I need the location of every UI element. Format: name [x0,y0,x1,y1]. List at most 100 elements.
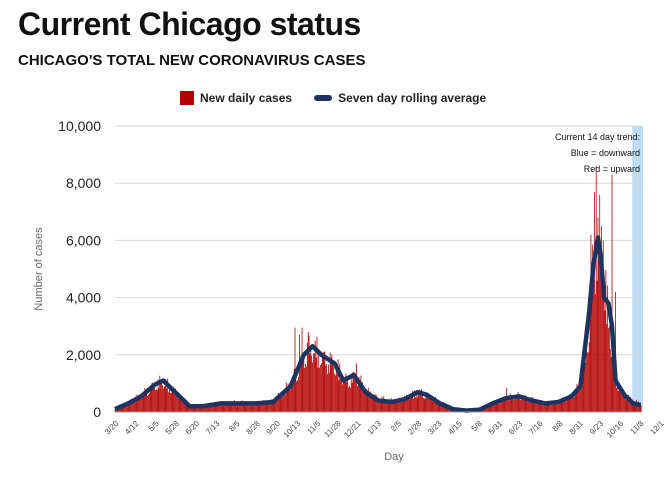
bar-daily-cases [197,405,198,412]
bar-daily-cases [367,391,369,412]
bar-daily-cases [155,389,157,412]
x-tick-label: 12/21 [342,419,363,440]
bar-daily-cases [147,395,148,412]
bar-daily-cases [162,388,164,412]
bar-daily-cases [157,379,159,412]
bar-daily-cases [245,404,247,412]
bar-daily-cases [169,392,171,412]
bar-daily-cases [118,408,119,412]
bar-daily-cases [299,334,300,412]
bar-daily-cases [133,402,134,412]
x-tick-label: 8/31 [568,419,586,437]
bar-daily-cases [317,367,319,412]
bar-daily-cases [183,399,184,412]
bar-daily-cases [247,402,248,412]
bar-daily-cases [520,400,522,412]
x-tick-label: 2/5 [389,419,404,434]
bar-daily-cases [328,372,330,412]
x-tick-label: 4/15 [446,419,464,437]
bar-daily-cases [417,394,419,412]
bar-daily-cases [392,400,394,412]
bar-daily-cases [443,405,445,412]
bar-daily-cases [398,398,400,412]
bar-daily-cases [433,397,435,412]
bar-daily-cases [158,387,160,412]
bar-daily-cases [371,398,372,412]
bar-daily-cases [606,324,608,412]
bar-daily-cases [558,404,559,412]
bar-daily-cases [596,280,598,412]
bar-daily-cases [437,403,439,412]
bar-daily-cases [384,400,385,412]
bar-daily-cases [133,402,135,412]
bar-daily-cases [241,400,243,412]
bar-daily-cases [335,367,337,412]
bar-daily-cases [326,364,328,412]
bar-daily-cases [500,401,502,412]
bar-daily-cases [422,397,424,412]
bar-daily-cases [350,378,352,412]
bar-daily-cases [484,408,486,412]
bar-daily-cases [546,402,548,412]
bar-daily-cases [230,404,232,412]
bar-daily-cases [396,398,398,412]
bar-daily-cases [210,406,212,412]
bar-daily-cases [114,409,116,412]
bar-daily-cases [602,240,604,412]
legend-label-daily-cases: New daily cases [200,91,293,105]
bar-daily-cases [148,393,150,412]
bar-daily-cases [131,401,133,412]
bar-daily-cases [289,389,291,412]
bar-daily-cases [242,405,244,412]
bar-daily-cases [485,407,486,412]
bar-daily-cases [580,385,582,412]
bar-daily-cases [573,397,575,412]
x-tick-label: 5/8 [470,419,485,434]
bar-daily-cases [287,383,289,412]
bar-daily-cases [578,384,580,412]
bar-daily-cases [134,398,136,412]
bar-daily-cases [324,351,326,412]
bar-daily-cases [141,396,143,412]
bar-daily-cases [138,394,140,412]
bar-daily-cases [544,404,546,412]
bar-daily-cases [347,377,349,412]
bar-daily-cases [416,397,418,412]
bar-daily-cases [325,365,327,412]
bar-daily-cases [363,390,364,412]
bar-daily-cases [591,287,593,412]
bar-daily-cases [534,400,536,412]
bar-daily-cases [262,403,263,412]
bar-daily-cases [581,379,583,412]
bar-daily-cases [298,376,299,412]
bar-daily-cases [550,404,551,412]
x-tick-label: 9/23 [588,419,606,437]
bar-daily-cases [621,388,623,412]
bar-daily-cases [620,386,622,412]
bar-daily-cases [163,386,165,412]
bar-daily-cases [342,379,344,412]
bar-daily-cases [135,401,137,412]
page-title: Current Chicago status [18,6,361,42]
bar-daily-cases [436,399,438,412]
bar-daily-cases [314,340,316,412]
bar-daily-cases [154,383,155,412]
y-tick-label: 4,000 [66,290,101,306]
bar-daily-cases [493,402,495,412]
bar-daily-cases [553,400,555,412]
bar-daily-cases [353,376,355,412]
bar-daily-cases [302,359,304,412]
x-tick-label: 4/12 [123,419,141,437]
x-tick-label: 8/28 [244,419,262,437]
bar-daily-cases [281,395,283,412]
bar-daily-cases [441,402,443,412]
bar-daily-cases [277,392,279,412]
bar-daily-cases [127,404,129,412]
bar-daily-cases [290,389,292,412]
bar-daily-cases [603,290,605,412]
bar-daily-cases [355,376,357,412]
bar-daily-cases [555,400,557,412]
bar-daily-cases [249,401,251,412]
bar-daily-cases [174,390,176,412]
bar-daily-cases [522,399,523,412]
